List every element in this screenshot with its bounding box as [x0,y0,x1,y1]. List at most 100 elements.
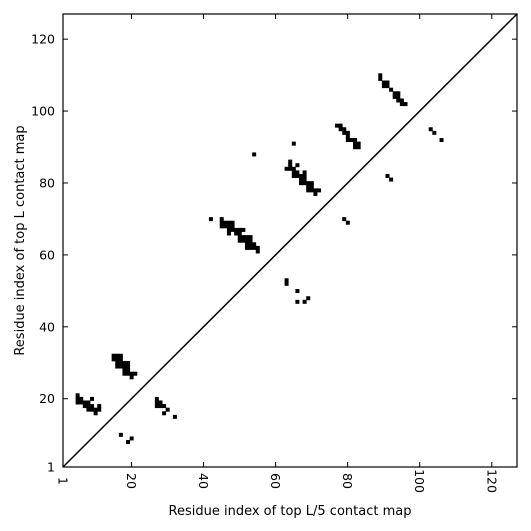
contact-cell [244,242,249,247]
contact-cell [122,360,127,365]
contact-cell [244,245,249,250]
contact-cell [230,220,235,225]
contact-cell [118,364,123,369]
contact-cell [342,127,347,132]
contact-cell [90,407,95,412]
contact-cell [241,235,246,240]
contact-cell [219,224,224,229]
contact-cell [291,170,296,175]
contact-cell [291,166,296,171]
contact-cell [295,173,300,178]
contact-cell [115,357,120,362]
y-tick-label: 40 [39,319,55,334]
contact-cell [299,173,304,178]
contact-cell [309,188,314,193]
contact-cell [234,227,239,232]
contact-cell [317,188,322,193]
contact-cell [126,440,131,445]
y-tick-label: 120 [31,32,55,47]
contact-cell [226,227,231,232]
contact-cell [403,102,408,107]
contact-cell [154,404,159,409]
contact-cell [237,235,242,240]
contact-cell [338,123,343,128]
contact-cell [345,138,350,143]
contact-cell [392,94,397,99]
contact-cell [299,177,304,182]
contact-cell [255,249,260,254]
x-tick-label: 1 [56,477,71,485]
contact-cell [75,393,80,398]
contact-cell [158,400,163,405]
y-tick-label: 20 [39,391,55,406]
contact-cell [129,375,134,380]
contact-cell [353,138,358,143]
contact-cell [299,181,304,186]
x-axis-ticks: 1 20 40 60 80 100 120 [56,14,499,493]
contact-cell [385,80,390,85]
contact-cell [172,414,177,419]
contact-cell [345,134,350,139]
contact-cell [234,231,239,236]
contact-cell [284,278,289,283]
contact-cell [284,166,289,171]
contact-cell [295,163,300,168]
diagonal-line [62,13,518,468]
contact-cell [230,227,235,232]
contact-cell [79,400,84,405]
contact-cell [122,368,127,373]
contact-cell [226,231,231,236]
contact-cell [126,364,131,369]
contact-cell [93,411,98,416]
contact-cell [118,360,123,365]
contact-cell [313,188,318,193]
contact-cell [162,411,167,416]
y-tick-label: 1 [47,460,55,475]
contact-cell [248,242,253,247]
contact-cell [97,407,102,412]
contact-cell [115,364,120,369]
contact-cell [237,227,242,232]
contact-cell [378,76,383,81]
contact-cell [230,224,235,229]
contact-cell [162,404,167,409]
x-axis-label: Residue index of top L/5 contact map [169,504,412,519]
contact-cell [248,245,253,250]
contact-cell [396,91,401,96]
contact-cell [356,145,361,150]
contact-cell [302,173,307,178]
plot-frame [62,13,518,468]
contact-cell [226,224,231,229]
contact-cell [255,245,260,250]
contact-cell [389,87,394,92]
contact-cell [252,245,257,250]
contact-cell [165,407,170,412]
contact-cell [399,98,404,103]
contact-cell [118,353,123,358]
contact-cell [302,170,307,175]
contact-cell [288,166,293,171]
contact-cell [291,141,296,146]
contact-cell [118,432,123,437]
contact-cell [111,357,116,362]
contact-cell [432,130,437,135]
contact-cell [244,238,249,243]
contact-cell [241,238,246,243]
contact-cell [75,400,80,405]
contact-cell [129,371,134,376]
contact-cell [90,404,95,409]
contact-cell [93,407,98,412]
contact-cell [302,177,307,182]
contact-cell [237,231,242,236]
contact-cell [122,371,127,376]
contact-cell [295,170,300,175]
x-tick-label: 60 [268,473,283,489]
contact-cell [252,152,257,157]
contact-cell [86,400,91,405]
x-tick-label: 80 [340,473,355,489]
contact-cell [356,141,361,146]
contact-cell [115,353,120,358]
contact-cell [345,130,350,135]
